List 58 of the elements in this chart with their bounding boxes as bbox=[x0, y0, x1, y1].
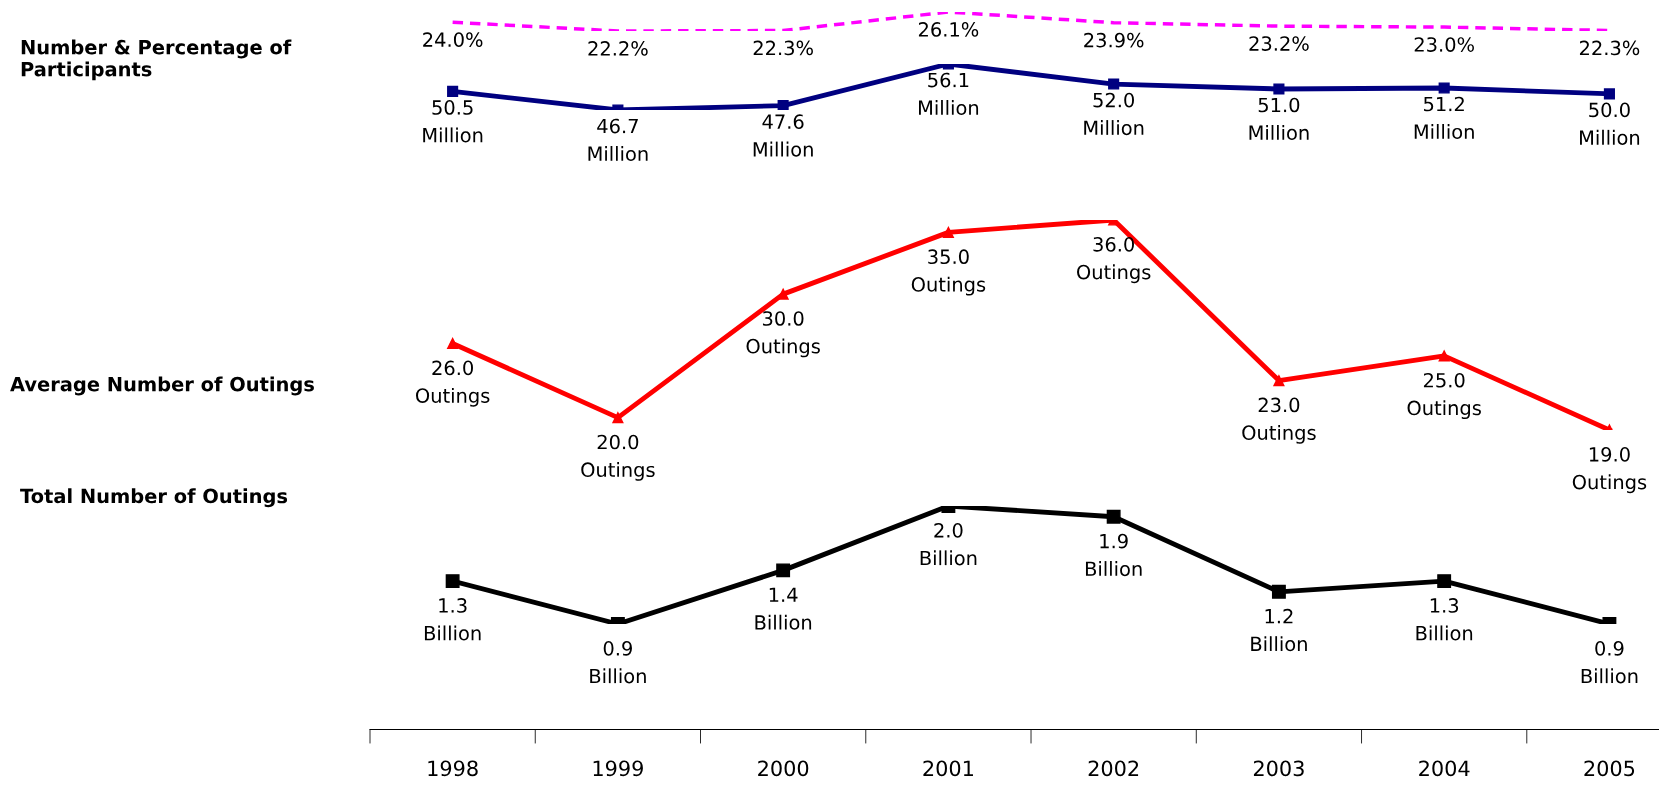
x-tick-label: 2002 bbox=[1088, 760, 1139, 777]
point bbox=[1273, 375, 1285, 387]
point bbox=[1273, 83, 1285, 95]
x-tick-label: 2000 bbox=[758, 760, 809, 777]
data-label: 23.9% bbox=[1084, 32, 1144, 48]
y-axis-title: Average Number of Outings bbox=[10, 376, 314, 396]
data-label: 0.9 Billion bbox=[590, 641, 646, 684]
data-label: 22.3% bbox=[753, 40, 813, 56]
data-label: 22.3% bbox=[1579, 40, 1640, 56]
data-label: 46.7 Million bbox=[588, 118, 648, 162]
data-label: 1.3 Billion bbox=[424, 598, 481, 641]
x-tick-label: 2001 bbox=[923, 760, 973, 777]
data-label: 50.5 Million bbox=[423, 100, 483, 143]
data-label: 1.3 Billion bbox=[1416, 598, 1473, 641]
data-label: 1.9 Billion bbox=[1085, 533, 1142, 577]
data-label: 35.0 Outings bbox=[911, 249, 986, 296]
data-label: 1.2 Billion bbox=[1251, 608, 1307, 652]
data-label: 56.1 Million bbox=[919, 72, 979, 116]
data-label: 51.2 Million bbox=[1414, 96, 1474, 140]
data-label: 2.0 Billion bbox=[920, 523, 977, 566]
data-label: 52.0 Million bbox=[1084, 92, 1144, 136]
data-label: 24.0% bbox=[423, 32, 483, 47]
point bbox=[1438, 350, 1450, 362]
x-tick-label: 2003 bbox=[1253, 760, 1304, 777]
data-label: 22.2% bbox=[588, 41, 648, 56]
data-label: 23.0 Outings bbox=[1242, 397, 1316, 444]
data-label: 26.0 Outings bbox=[415, 360, 490, 407]
data-label: 50.0 Million bbox=[1580, 102, 1640, 145]
data-label: 47.6 Million bbox=[753, 114, 813, 157]
data-label: 51.0 Million bbox=[1249, 97, 1309, 141]
data-label: 30.0 Outings bbox=[746, 311, 820, 358]
y-axis-title: Total Number of Outings bbox=[20, 488, 288, 508]
data-label: 26.1% bbox=[918, 22, 979, 37]
x-tick-label: 1999 bbox=[593, 760, 643, 777]
x-tick-label: 1998 bbox=[428, 760, 478, 777]
y-axis-title: Number & Percentage of Participants bbox=[21, 39, 292, 81]
point bbox=[447, 85, 459, 97]
point bbox=[1108, 78, 1120, 90]
data-label: 23.2% bbox=[1249, 36, 1309, 51]
point bbox=[776, 563, 791, 578]
point bbox=[1271, 584, 1286, 599]
point bbox=[445, 574, 460, 589]
point bbox=[612, 412, 624, 424]
point bbox=[1603, 88, 1615, 100]
data-label: 36.0 Outings bbox=[1077, 237, 1151, 284]
x-tick-label: 2005 bbox=[1584, 760, 1635, 777]
point bbox=[1437, 574, 1452, 589]
data-label: 23.0% bbox=[1414, 37, 1474, 52]
point bbox=[942, 226, 954, 238]
point bbox=[447, 337, 459, 350]
data-label: 1.4 Billion bbox=[755, 587, 812, 630]
point bbox=[777, 100, 789, 110]
data-label: 19.0 Outings bbox=[1572, 447, 1647, 494]
data-label: 25.0 Outings bbox=[1407, 372, 1481, 420]
data-label: 0.9 Billion bbox=[1581, 641, 1638, 684]
data-label: 20.0 Outings bbox=[581, 434, 655, 481]
x-tick-label: 2004 bbox=[1419, 760, 1470, 777]
point bbox=[1438, 82, 1450, 94]
